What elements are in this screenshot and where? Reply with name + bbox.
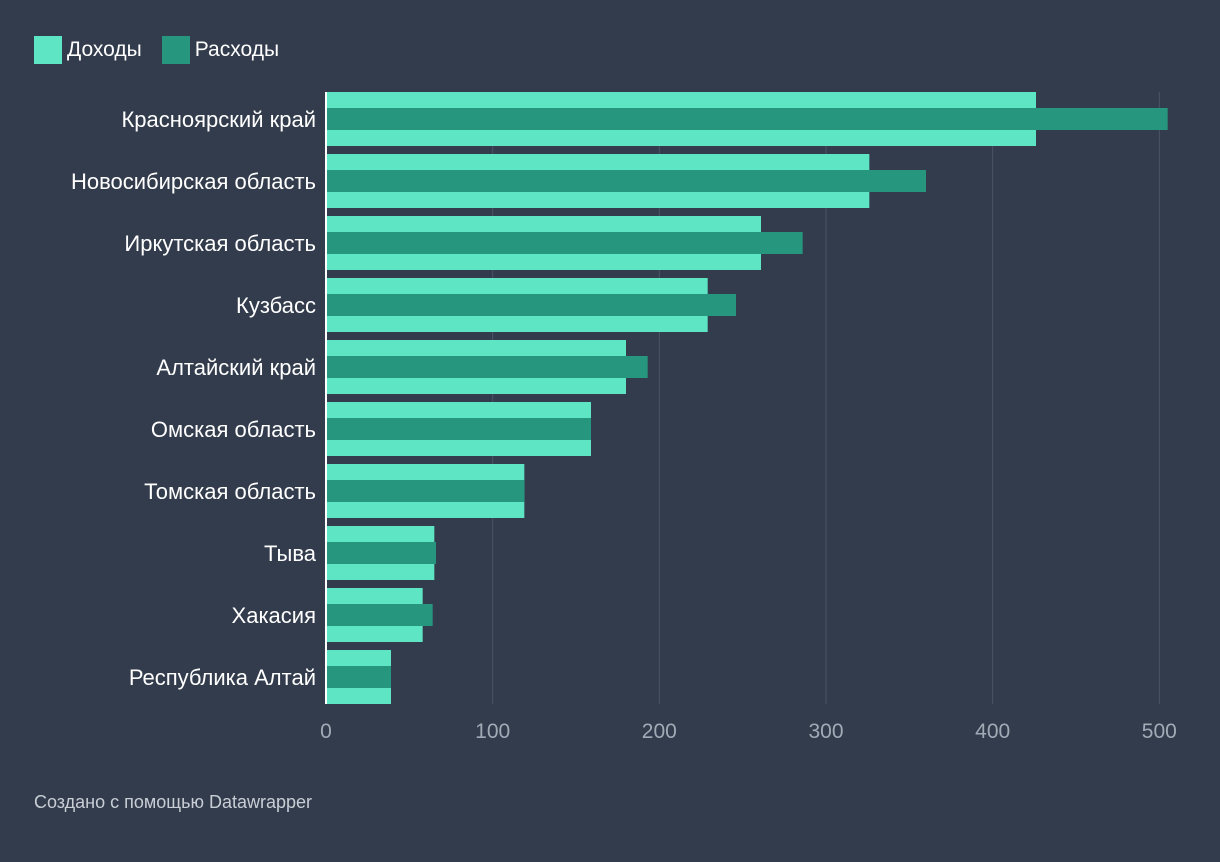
expense-legend-label: Расходы <box>194 38 280 61</box>
bar-expense <box>326 170 926 192</box>
x-tick-label: 500 <box>1142 720 1177 743</box>
category-label: Кузбасс <box>236 293 316 318</box>
bar-expense <box>326 294 736 316</box>
income-legend-label: Доходы <box>67 38 142 61</box>
category-label: Алтайский край <box>156 355 316 380</box>
category-label: Новосибирская область <box>71 169 316 194</box>
bar-expense <box>326 666 391 688</box>
expense-swatch <box>161 36 190 64</box>
x-tick-label: 300 <box>808 720 843 743</box>
legend-item-expense: Расходы <box>161 36 280 64</box>
category-label: Тыва <box>264 541 317 566</box>
bar-expense <box>326 480 525 502</box>
x-tick-label: 0 <box>320 720 332 743</box>
x-tick-label: 100 <box>475 720 510 743</box>
category-label: Омская область <box>151 417 316 442</box>
bar-expense <box>326 604 433 626</box>
bar-expense <box>326 542 436 564</box>
credit-footer: Создано с помощью Datawrapper <box>34 792 313 812</box>
category-label: Хакасия <box>232 603 316 628</box>
category-label: Красноярский край <box>121 107 316 132</box>
bar-expense <box>326 356 648 378</box>
bar-chart: 0 100 200 300 400 500 Красноярский край Новосиб… <box>71 92 1177 743</box>
legend: Доходы Расходы <box>34 36 299 64</box>
bar-expense <box>326 108 1168 130</box>
category-label: Республика Алтай <box>129 665 316 690</box>
x-tick-label: 200 <box>642 720 677 743</box>
x-tick-label: 400 <box>975 720 1010 743</box>
income-swatch <box>34 36 62 64</box>
category-label: Иркутская область <box>124 231 316 256</box>
bar-expense <box>326 418 591 440</box>
category-label: Томская область <box>144 479 316 504</box>
bar-expense <box>326 232 803 254</box>
legend-item-income: Доходы <box>34 36 142 64</box>
